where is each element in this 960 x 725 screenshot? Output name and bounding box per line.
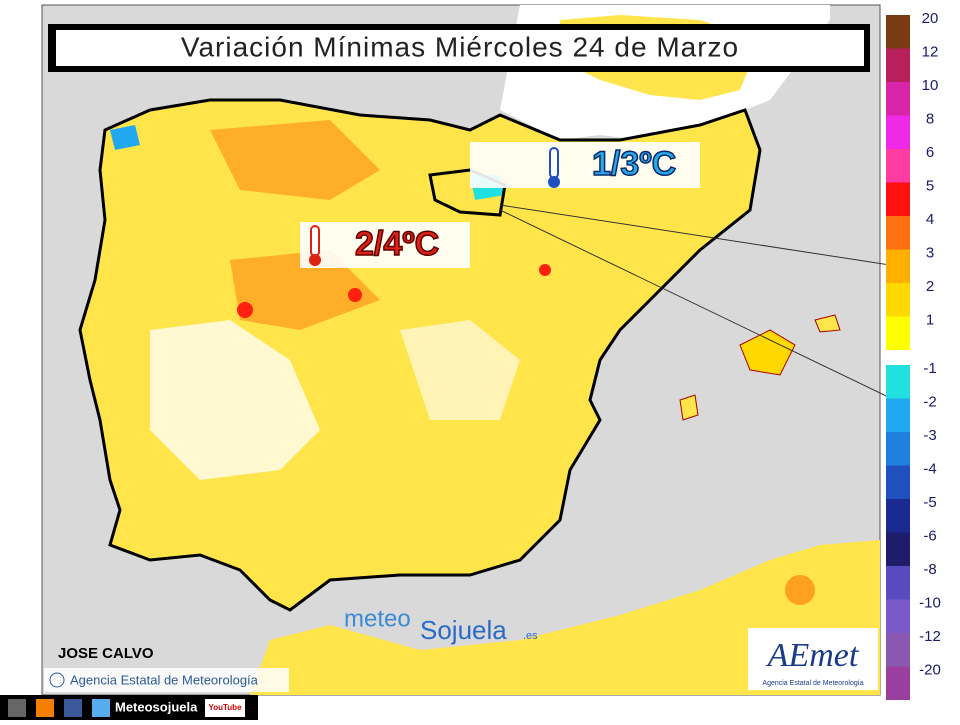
legend-swatch <box>886 532 910 566</box>
legend-swatch <box>886 465 910 499</box>
legend-swatch <box>886 249 910 283</box>
legend-label: -5 <box>923 494 936 511</box>
legend-swatch <box>886 566 910 600</box>
instagram-icon <box>8 699 26 717</box>
legend-label: 6 <box>926 144 934 161</box>
annotation-box <box>470 142 700 188</box>
thermometer-icon <box>549 147 559 179</box>
leader-line <box>499 209 906 406</box>
mallorca <box>739 329 796 376</box>
white-area <box>150 320 320 480</box>
legend-swatch <box>886 283 910 317</box>
legend-label: 5 <box>926 177 934 194</box>
legend-label: -4 <box>923 460 936 477</box>
annotation-down: 1/3ºC <box>592 145 676 183</box>
legend-swatch <box>886 48 910 82</box>
blogger-icon <box>36 699 54 717</box>
annotation-up: 2/4ºC <box>355 225 439 263</box>
legend-label: -6 <box>923 527 936 544</box>
africa <box>250 540 880 695</box>
legend-label: -2 <box>923 393 936 410</box>
youtube-box <box>205 699 245 717</box>
legend-swatch <box>886 316 910 350</box>
footer-site: Meteosojuela <box>115 699 198 714</box>
white-area <box>400 320 520 420</box>
logo-subtitle: Agencia Estatal de Meteorología <box>762 680 863 687</box>
legend-swatch <box>886 432 910 466</box>
copyright-icon <box>49 672 65 688</box>
leader-line <box>499 204 891 266</box>
legend-swatch <box>886 633 910 667</box>
title: Variación Mínimas Miércoles 24 de Marzo <box>181 31 739 62</box>
legend-label: 2 <box>926 278 934 295</box>
legend-label: -20 <box>919 661 941 678</box>
warm-area <box>785 575 815 605</box>
legend-swatch <box>886 15 910 49</box>
legend-label: 10 <box>922 77 939 94</box>
hot-spot <box>348 288 362 302</box>
legend-label: -3 <box>923 427 936 444</box>
legend-swatch <box>886 115 910 149</box>
warm-area <box>230 250 380 330</box>
legend-label: 4 <box>926 211 934 228</box>
legend-swatch <box>886 499 910 533</box>
menorca <box>814 314 841 333</box>
youtube: YouTube <box>208 703 242 712</box>
ibiza <box>679 394 699 421</box>
legend-label: -8 <box>923 561 936 578</box>
legend-label: -10 <box>919 594 941 611</box>
legend-swatch <box>886 365 910 399</box>
watermark: .es <box>523 630 538 642</box>
thermometer-icon <box>548 176 560 188</box>
legend-label: -12 <box>919 628 941 645</box>
watermark: Sojuela <box>420 615 507 645</box>
hot-spot <box>237 302 253 318</box>
legend-swatch <box>886 666 910 700</box>
warm-area <box>210 120 380 200</box>
hot-spot <box>539 264 551 276</box>
thermometer-icon <box>310 225 320 257</box>
legend-swatch <box>886 149 910 183</box>
logo-box <box>748 628 878 690</box>
logo: AEmet <box>766 637 860 674</box>
thermometer-icon <box>309 254 321 266</box>
twitter-icon <box>92 699 110 717</box>
cool-area <box>110 125 140 150</box>
legend-label: 12 <box>922 43 939 60</box>
legend-label: 20 <box>922 10 939 27</box>
legend-swatch <box>886 216 910 250</box>
legend-swatch <box>886 599 910 633</box>
legend-swatch <box>886 82 910 116</box>
title-box <box>56 30 864 66</box>
legend-swatch <box>886 398 910 432</box>
author: JOSE CALVO <box>58 645 154 662</box>
annotation-box <box>300 222 470 268</box>
facebook-icon <box>64 699 82 717</box>
legend-label: -1 <box>923 360 936 377</box>
legend-label: 1 <box>926 311 934 328</box>
legend: 20 12 10 8 6 5 4 3 2 1 -1 -2 -3 -4 -5 -6 -8 -10 -12 -20 <box>886 10 941 700</box>
legend-label: 8 <box>926 110 934 127</box>
credit-box <box>44 668 289 692</box>
watermark: meteo <box>344 605 411 632</box>
legend-label: 3 <box>926 244 934 261</box>
legend-swatch <box>886 182 910 216</box>
credit: Agencia Estatal de Meteorología <box>70 672 259 687</box>
